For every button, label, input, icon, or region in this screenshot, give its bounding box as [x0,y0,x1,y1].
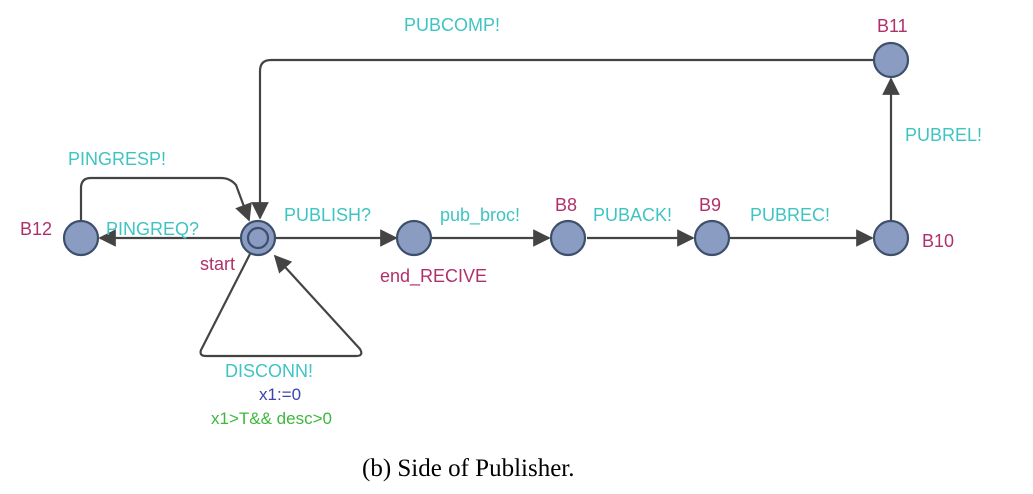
state-b12 [62,219,100,257]
label-publish: PUBLISH? [284,205,371,225]
label-b11: B11 [877,16,908,36]
label-disconn: DISCONN! [225,361,313,381]
edge-b12-to-start [79,176,252,222]
label-disconn-update: x1:=0 [259,385,301,404]
state-b8 [549,219,587,257]
state-start [239,219,277,257]
label-pubrel: PUBREL! [905,125,982,145]
state-end-recive [395,219,433,257]
state-b9 [693,219,731,257]
label-b12: B12 [20,219,52,239]
state-b11 [872,41,910,79]
label-b10: B10 [922,231,954,251]
label-puback: PUBACK! [593,205,672,225]
label-pubrec: PUBREC! [750,205,830,225]
label-pub-broc: pub_broc! [440,205,520,226]
label-pubcomp: PUBCOMP! [404,15,500,35]
edge-b11-to-start [251,58,873,220]
label-b8: B8 [555,195,577,215]
label-disconn-guard: x1>T&& desc>0 [211,409,332,428]
edge-start-disconn-loop [199,253,363,358]
figure-caption: (b) Side of Publisher. [362,455,575,482]
label-end-recive: end_RECIVE [380,266,487,287]
state-b10 [872,219,910,257]
label-pingresp: PINGRESP! [68,149,166,169]
label-start: start [200,254,235,274]
label-b9: B9 [699,195,721,215]
label-pingreq: PINGREQ? [106,219,199,239]
